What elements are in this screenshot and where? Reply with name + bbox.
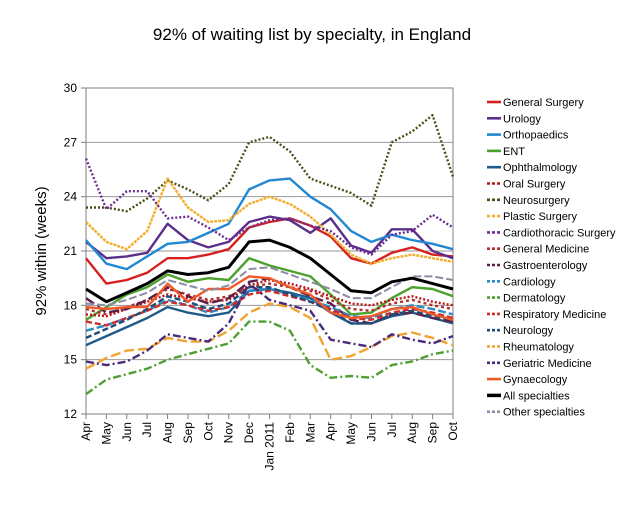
series-line-oral-surgery — [85, 278, 454, 318]
x-tick-label: Jun — [364, 422, 378, 441]
x-tick-label: Feb — [283, 422, 297, 443]
x-tick-label: Apr — [324, 422, 338, 441]
x-tick-label: Mar — [303, 422, 317, 443]
series-line-neurology — [85, 286, 454, 339]
legend-label-all-specialties: All specialties — [503, 390, 570, 402]
legend-label-geriatric-medicine: Geriatric Medicine — [503, 358, 592, 370]
x-tick-label: Aug — [405, 422, 419, 443]
series-line-urology — [85, 215, 454, 260]
legend-label-orthopaedics: Orthopaedics — [503, 130, 569, 142]
series-line-ent — [85, 257, 454, 321]
legend-label-neurology: Neurology — [503, 325, 554, 337]
x-axis-ticks: Apr May Jun Jul Aug Sep Oct Nov Dec Jan 2011 Feb Ma… — [79, 414, 460, 471]
series-line-ophthalmology — [85, 287, 454, 347]
legend-label-gynaecology: Gynaecology — [503, 374, 568, 386]
y-tick-label: 27 — [64, 135, 78, 149]
legend-label-gastroenterology: Gastroenterology — [503, 260, 588, 272]
legend-label-other-specialties: Other specialties — [503, 407, 585, 419]
series-line-neurosurgery — [86, 113, 455, 213]
x-tick-label: Dec — [242, 422, 256, 443]
x-tick-label: Sep — [426, 422, 440, 444]
y-tick-label: 12 — [64, 407, 78, 421]
series-line-gynaecology — [85, 275, 454, 321]
x-tick-label: Jan 2011 — [263, 422, 277, 471]
series-layer — [84, 113, 455, 396]
series-line-respiratory-medicine — [85, 289, 454, 327]
x-tick-label: Oct — [446, 421, 460, 440]
legend-label-cardiology: Cardiology — [503, 276, 556, 288]
x-tick-label: May — [344, 422, 358, 445]
x-tick-label: Aug — [161, 422, 175, 443]
legend-label-urology: Urology — [503, 113, 541, 125]
series-line-plastic-surgery — [85, 177, 454, 265]
y-tick-label: 30 — [64, 81, 78, 95]
x-tick-label: Jul — [385, 422, 399, 437]
series-line-rheumatology — [85, 302, 454, 370]
series-line-all-specialties — [85, 238, 454, 304]
y-tick-label: 18 — [64, 298, 78, 312]
series-line-geriatric-medicine — [85, 282, 454, 367]
y-tick-label: 15 — [64, 353, 78, 367]
legend-label-neurosurgery: Neurosurgery — [503, 195, 570, 207]
legend-label-ophthalmology: Ophthalmology — [503, 162, 577, 174]
legend-label-dermatology: Dermatology — [503, 293, 566, 305]
legend-label-cardiothoracic-surgery: Cardiothoracic Surgery — [503, 227, 616, 239]
legend: General Surgery Urology Orthopaedics ENT Oph… — [487, 97, 616, 419]
series-line-cardiothoracic-surgery — [84, 158, 454, 256]
legend-label-oral-surgery: Oral Surgery — [503, 179, 566, 191]
x-tick-label: Sep — [181, 422, 195, 444]
x-tick-label: Jun — [120, 422, 134, 441]
y-tick-label: 24 — [64, 190, 78, 204]
series-line-dermatology — [85, 320, 454, 396]
series-line-general-medicine — [85, 282, 454, 316]
y-axis-label: 92% within (weeks) — [33, 186, 50, 315]
chart-title: 92% of waiting list by specialty, in Eng… — [153, 25, 471, 44]
x-tick-label: Jul — [140, 422, 154, 437]
y-axis-ticks: 12 15 18 21 24 27 30 — [64, 81, 86, 421]
legend-label-rheumatology: Rheumatology — [503, 342, 574, 354]
x-tick-label: Oct — [201, 421, 215, 440]
x-tick-label: Nov — [222, 422, 236, 443]
legend-label-general-medicine: General Medicine — [503, 244, 589, 256]
x-tick-label: May — [99, 422, 113, 445]
legend-label-plastic-surgery: Plastic Surgery — [503, 211, 577, 223]
y-tick-label: 21 — [64, 244, 78, 258]
x-tick-label: Apr — [79, 422, 93, 441]
plot-area — [85, 87, 454, 415]
legend-label-respiratory-medicine: Respiratory Medicine — [503, 309, 606, 321]
series-line-general-surgery — [85, 217, 454, 285]
legend-label-general-surgery: General Surgery — [503, 97, 584, 109]
legend-label-ent: ENT — [503, 146, 525, 158]
